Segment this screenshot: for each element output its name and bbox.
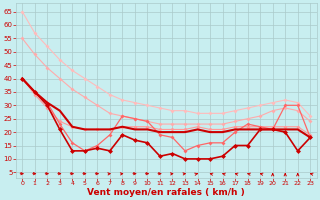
X-axis label: Vent moyen/en rafales ( km/h ): Vent moyen/en rafales ( km/h ) (87, 188, 245, 197)
